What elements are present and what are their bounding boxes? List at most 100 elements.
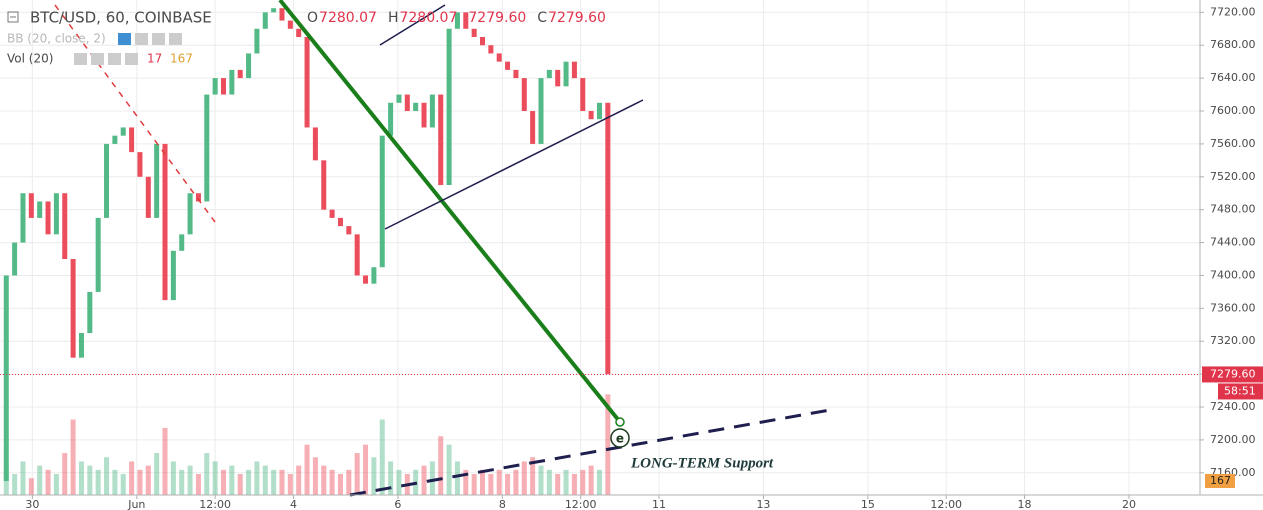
collapse-icon[interactable]: [7, 11, 19, 23]
candle-body: [580, 78, 586, 112]
volume-bar: [446, 444, 452, 495]
y-tick-label: 7240.00: [1210, 400, 1256, 413]
volume-bar: [229, 465, 235, 495]
candle-body: [254, 28, 260, 54]
volume-bar: [262, 465, 268, 495]
candle-body: [170, 250, 176, 301]
candle-body: [363, 275, 369, 284]
icon[interactable]: [74, 53, 87, 65]
volume-bar: [246, 469, 252, 495]
x-tick-label: 6: [394, 498, 401, 510]
icon[interactable]: [135, 33, 148, 45]
volume-bar: [271, 469, 277, 495]
vol-ma-value: 167: [170, 52, 193, 66]
y-tick-label: 7360.00: [1210, 301, 1256, 314]
volume-bar: [513, 469, 519, 495]
volume-bar: [70, 419, 76, 495]
volume-bar: [546, 469, 552, 495]
trend-line: [384, 99, 644, 230]
candle-body: [463, 12, 469, 29]
volume-bar: [346, 469, 352, 495]
volume-bar: [571, 474, 577, 495]
candle-body: [454, 12, 460, 29]
y-tick-label: 7600.00: [1210, 104, 1256, 117]
candle-body: [70, 259, 76, 358]
x-tick-label: Jun: [127, 498, 145, 510]
icon[interactable]: [169, 33, 182, 45]
x-tick-label: 20: [1122, 498, 1136, 510]
volume-bar: [454, 461, 460, 495]
candle-body: [296, 28, 302, 38]
volume-bar: [496, 469, 502, 495]
candle-body: [204, 94, 210, 202]
icon[interactable]: [118, 33, 131, 45]
volume-bar: [212, 461, 218, 495]
candle-body: [62, 193, 68, 260]
candle-body: [413, 102, 419, 112]
countdown: 58:51: [1224, 384, 1256, 397]
candle-body: [312, 127, 318, 161]
volume-bar: [137, 469, 143, 495]
x-tick-label: 4: [290, 498, 297, 510]
volume-bar: [580, 469, 586, 495]
trend-line: [379, 4, 446, 46]
candle-body: [154, 143, 160, 218]
candle-body: [513, 69, 519, 79]
volume-bar: [429, 461, 435, 495]
candle-body: [187, 193, 193, 235]
candle-body: [521, 78, 527, 112]
volume-bar: [112, 469, 118, 495]
support-line: [349, 408, 831, 497]
volume-bar: [120, 474, 126, 495]
candle-body: [104, 143, 110, 218]
price-label: 7279.60: [1210, 367, 1256, 380]
volume-bar: [596, 469, 602, 495]
candle-body: [95, 217, 101, 292]
candle-body: [37, 201, 43, 218]
candle-body: [53, 193, 59, 235]
candle-body: [287, 20, 293, 29]
x-tick-label: 11: [652, 498, 666, 510]
volume-pane: [3, 394, 611, 495]
volume-bar: [538, 465, 544, 495]
candle-body: [321, 160, 327, 210]
candle-body: [28, 193, 34, 218]
candle-body: [246, 53, 252, 79]
volume-bar: [329, 469, 335, 495]
volume-bar: [287, 474, 293, 495]
y-tick-label: 7560.00: [1210, 137, 1256, 150]
candle-body: [195, 193, 201, 202]
candles: [3, 8, 611, 482]
x-tick-label: 12:00: [930, 498, 962, 510]
volume-bar: [555, 474, 561, 495]
volume-bar: [321, 465, 327, 495]
y-tick-label: 7200.00: [1210, 433, 1256, 446]
icon[interactable]: [91, 53, 104, 65]
candle-body: [346, 226, 352, 235]
candle-body: [505, 61, 511, 70]
candle-body: [3, 275, 9, 482]
volume-bar: [279, 469, 285, 495]
trend-line: [54, 4, 216, 223]
x-tick-label: 8: [499, 498, 506, 510]
volume-bar: [187, 465, 193, 495]
volume-bar: [12, 474, 18, 495]
icon[interactable]: [108, 53, 121, 65]
candle-body: [45, 201, 51, 235]
candle-body: [220, 78, 227, 95]
candle-body: [538, 78, 544, 144]
x-tick-label: 18: [1018, 498, 1032, 510]
y-tick-label: 7480.00: [1210, 203, 1256, 216]
icon[interactable]: [125, 53, 138, 65]
volume-bar: [170, 461, 176, 495]
ohlc-value: 7280.07: [399, 10, 457, 26]
candle-body: [120, 127, 126, 136]
ohlc-value: 7280.07: [319, 10, 377, 26]
volume-bar: [62, 453, 68, 495]
vol-label: Vol (20): [7, 52, 53, 66]
icon[interactable]: [152, 33, 165, 45]
x-tick-label: 12:00: [565, 498, 597, 510]
chart-title: BTC/USD, 60, COINBASE: [30, 9, 212, 27]
